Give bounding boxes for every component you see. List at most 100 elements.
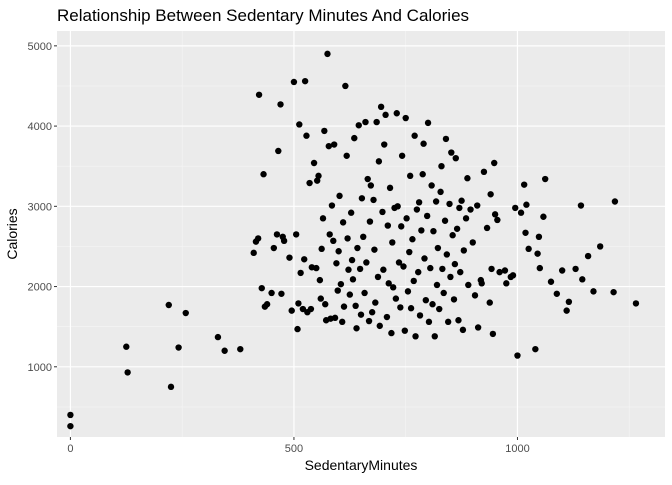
data-point [439, 265, 446, 273]
data-point [331, 314, 339, 322]
data-point [398, 152, 406, 159]
plot-panel [57, 31, 665, 437]
y-tick-label: 5000 [28, 41, 52, 53]
data-point [579, 276, 586, 283]
data-point [363, 259, 370, 266]
data-point [458, 197, 465, 204]
data-point [418, 227, 425, 234]
data-point [443, 251, 451, 258]
data-point [268, 289, 275, 297]
data-point [182, 309, 189, 317]
data-point [486, 299, 493, 306]
data-point [364, 175, 371, 183]
data-point [343, 152, 350, 159]
data-point [375, 158, 383, 165]
data-point [379, 208, 386, 216]
data-point [250, 249, 257, 257]
data-point [315, 172, 322, 180]
data-point [318, 245, 325, 253]
y-tick-label: 1000 [28, 362, 52, 374]
data-point [532, 345, 539, 353]
data-point [324, 50, 331, 58]
data-point [330, 237, 337, 245]
data-point [440, 289, 447, 297]
data-point [288, 307, 295, 314]
data-point [501, 267, 509, 274]
data-point [563, 307, 570, 314]
grid-minor [57, 31, 665, 437]
data-point [416, 312, 424, 319]
x-tick-label: 0 [67, 443, 73, 455]
data-point [322, 301, 329, 308]
data-point [319, 215, 327, 222]
data-point [419, 171, 426, 178]
data-point [273, 231, 281, 238]
data-point [124, 369, 131, 376]
data-point [339, 219, 347, 226]
data-point [403, 215, 410, 222]
data-point [321, 127, 328, 135]
data-point [540, 213, 547, 220]
data-point [436, 305, 443, 313]
data-point [407, 305, 415, 312]
data-point [295, 300, 302, 307]
x-tick-label: 1000 [505, 443, 529, 455]
data-point [354, 244, 361, 252]
data-point [277, 101, 284, 108]
data-point [303, 132, 310, 139]
data-point [380, 266, 387, 273]
data-point [351, 134, 358, 142]
data-point [307, 305, 315, 313]
data-point [480, 168, 488, 176]
data-point [474, 324, 482, 331]
x-axis-label: SedentaryMinutes [305, 457, 418, 473]
data-point [632, 300, 640, 307]
data-point [336, 192, 343, 200]
data-point [263, 301, 271, 308]
data-point [381, 141, 388, 148]
data-point [317, 295, 324, 302]
data-point [360, 233, 367, 241]
data-point [572, 265, 579, 273]
data-point [415, 268, 422, 276]
data-point [297, 269, 304, 277]
data-point [306, 179, 313, 187]
data-point [536, 264, 544, 272]
data-point [453, 225, 461, 232]
data-point [535, 233, 543, 241]
data-point [237, 345, 244, 353]
data-point [406, 248, 413, 256]
data-point [330, 141, 338, 148]
data-point [349, 276, 357, 283]
x-axis-ticks: 0 500 1000 [67, 437, 530, 455]
data-point [460, 247, 468, 254]
x-tick-label: 500 [285, 443, 303, 455]
y-tick-label: 2000 [28, 282, 52, 294]
data-point [541, 175, 549, 183]
data-point [404, 288, 412, 295]
data-point [296, 121, 303, 128]
data-point [584, 252, 592, 260]
data-point [491, 211, 499, 218]
data-point [299, 305, 307, 313]
y-axis-label: Calories [4, 208, 20, 259]
data-point [335, 248, 342, 255]
data-point [449, 232, 456, 239]
data-point [431, 333, 438, 340]
data-point [365, 317, 373, 325]
y-tick-label: 4000 [28, 121, 52, 133]
data-point [406, 172, 414, 180]
data-point [409, 236, 416, 243]
data-point [553, 290, 561, 297]
data-point [260, 171, 267, 178]
data-point [397, 304, 404, 311]
data-point [294, 325, 301, 333]
data-point [465, 281, 472, 289]
data-point [313, 177, 321, 184]
data-point [434, 244, 442, 252]
data-point [565, 298, 573, 306]
data-point [610, 288, 617, 296]
data-point [457, 268, 464, 276]
data-point [514, 352, 521, 359]
